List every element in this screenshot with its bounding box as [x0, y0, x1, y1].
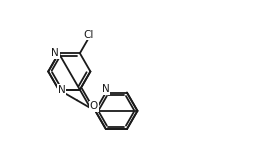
Text: N: N [58, 85, 65, 95]
Text: N: N [102, 84, 110, 94]
Text: Cl: Cl [84, 30, 94, 40]
Text: O: O [90, 101, 98, 111]
Text: N: N [51, 48, 59, 58]
